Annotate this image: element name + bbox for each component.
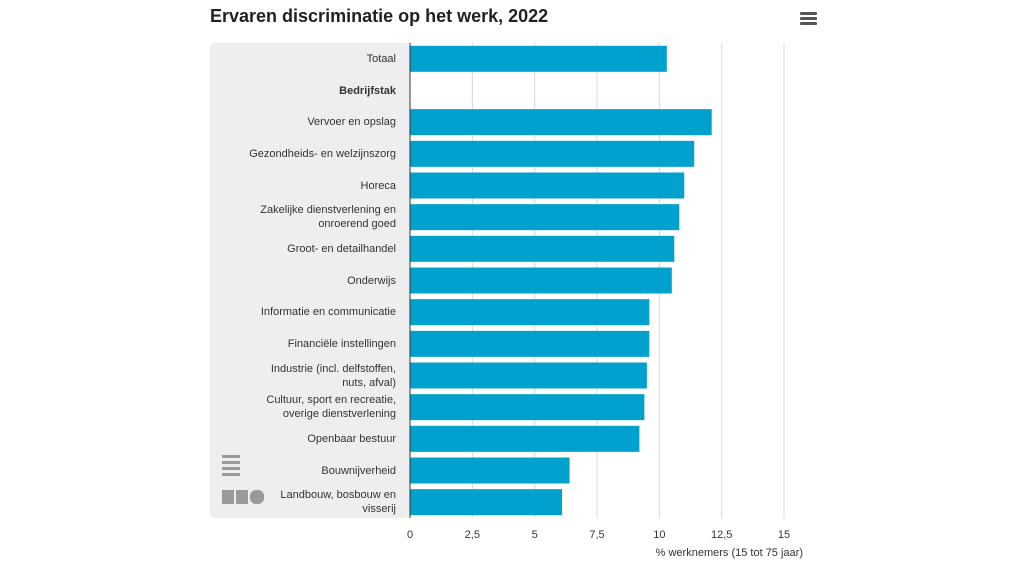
bar	[410, 394, 645, 421]
bar	[410, 362, 647, 389]
menu-button[interactable]	[800, 12, 817, 25]
category-label: Zakelijke dienstverlening en onroerend g…	[260, 204, 396, 231]
category-label: Onderwijs	[347, 274, 396, 287]
x-tick-label: 0	[407, 529, 413, 541]
chart-title: Ervaren discriminatie op het werk, 2022	[210, 6, 548, 26]
category-label: Openbaar bestuur	[307, 432, 396, 445]
category-label: Landbouw, bosbouw en visserij	[280, 489, 396, 516]
bar	[410, 330, 650, 357]
category-label: Vervoer en opslag	[307, 116, 396, 129]
x-tick-label: 2,5	[465, 529, 480, 541]
x-tick-label: 7,5	[589, 529, 604, 541]
bar	[410, 457, 570, 484]
bar	[410, 140, 695, 167]
category-label: Financiële instellingen	[287, 337, 396, 350]
bar	[410, 299, 650, 326]
label-panel	[210, 43, 410, 518]
category-label: Bedrijfstak	[339, 84, 396, 97]
category-label: Bouwnijverheid	[321, 464, 396, 477]
category-label: Groot- en detailhandel	[287, 242, 396, 255]
category-label: Informatie en communicatie	[260, 306, 396, 319]
x-axis-label: % werknemers (15 tot 75 jaar)	[656, 547, 803, 559]
category-label: Totaal	[366, 52, 396, 65]
category-label: Industrie (incl. delfstoffen, nuts, afva…	[270, 362, 396, 389]
bar	[410, 204, 680, 231]
bar	[410, 489, 563, 516]
category-label: Cultuur, sport en recreatie, overige die…	[266, 394, 396, 421]
bar	[410, 172, 685, 199]
bar	[410, 267, 672, 294]
x-tick-label: 12,5	[711, 529, 732, 541]
x-tick-label: 10	[653, 529, 665, 541]
x-tick-label: 15	[778, 529, 790, 541]
bar	[410, 425, 640, 452]
category-label: Gezondheids- en welzijnszorg	[249, 147, 396, 160]
bar	[410, 235, 675, 262]
x-tick-label: 5	[532, 529, 538, 541]
bar	[410, 109, 712, 136]
logo	[222, 455, 264, 504]
bar	[410, 45, 667, 72]
category-label: Horeca	[360, 179, 396, 192]
